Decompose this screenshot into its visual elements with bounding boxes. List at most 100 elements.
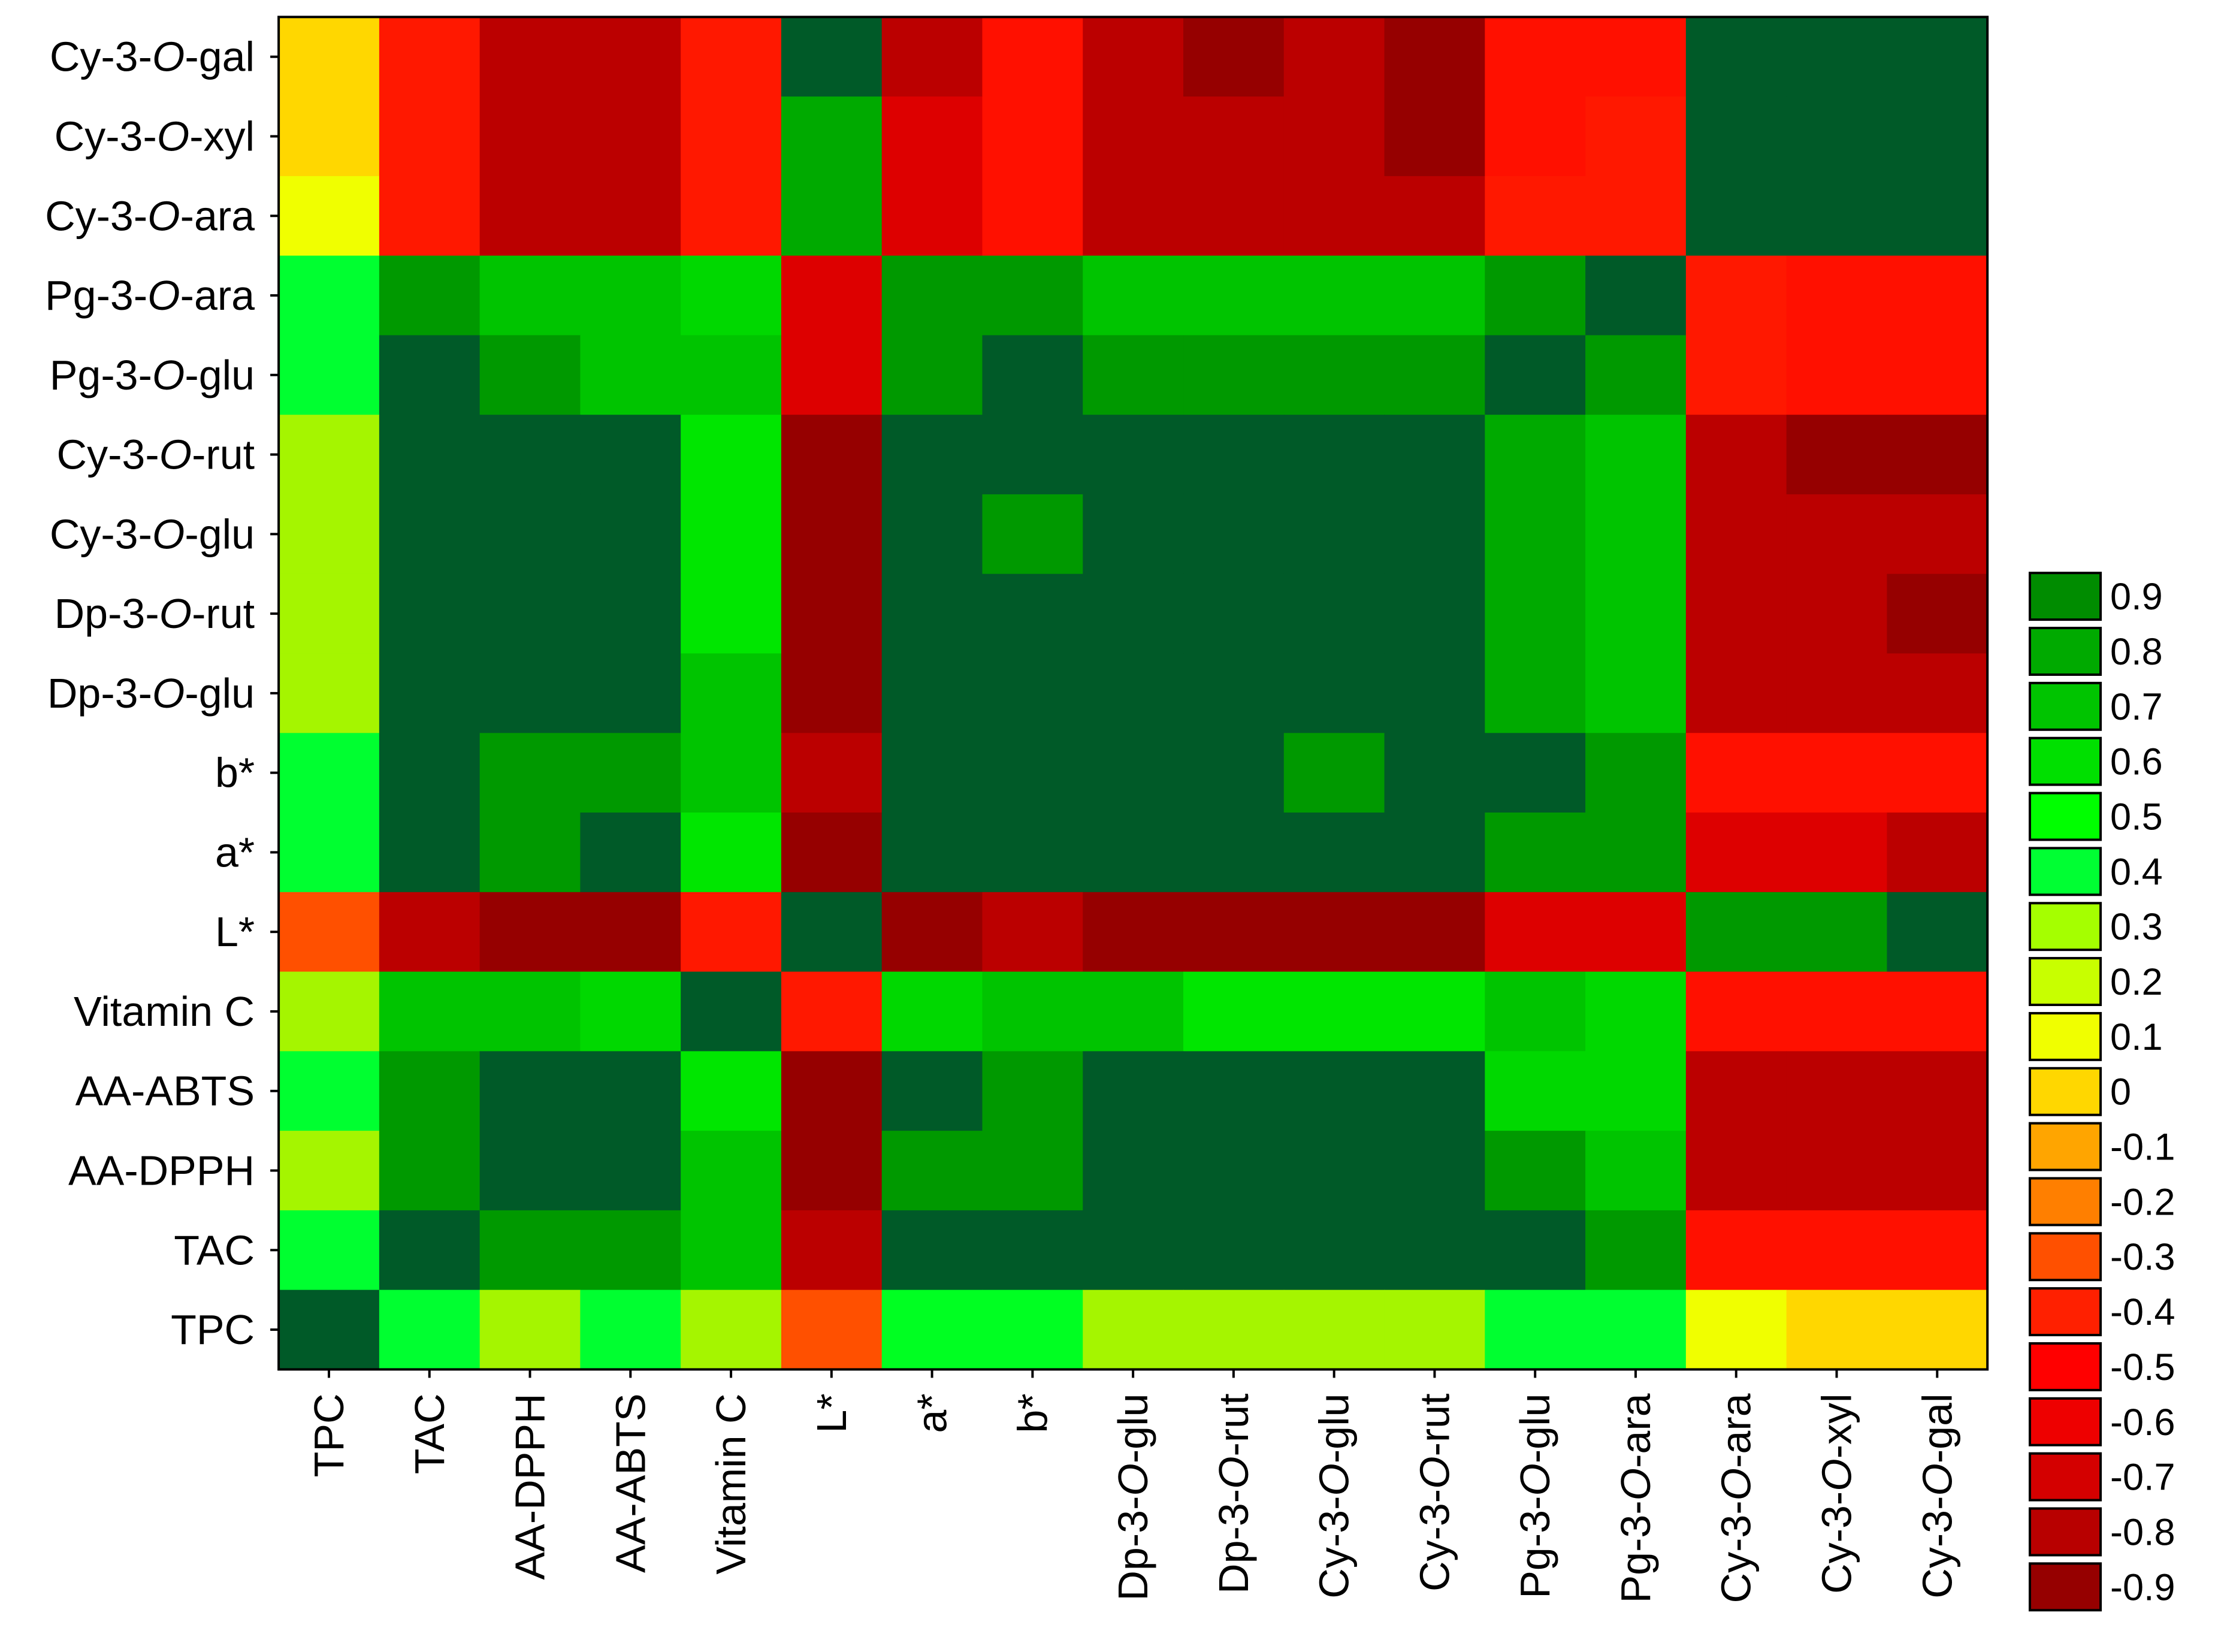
heatmap-cell [279,733,380,813]
legend-label: 0.5 [2110,796,2163,838]
heatmap-cell [1283,892,1385,973]
legend-swatch [2028,1287,2102,1337]
heatmap-cell [279,1051,380,1131]
heatmap-cell [379,1051,481,1131]
heatmap-cell [1183,96,1285,177]
x-tick-label: Cy-3-O-gal [1914,1393,1960,1598]
legend-swatch [2028,572,2102,621]
x-tick-label: Vitamin C [708,1393,754,1574]
heatmap-cell [279,255,380,336]
heatmap-cell [1283,17,1385,97]
heatmap-cell [1384,1051,1485,1131]
heatmap-cell [1485,494,1586,575]
y-tick-label: Dp-3-O-rut [55,590,255,637]
heatmap-cell [1585,892,1687,973]
heatmap-cell [1685,1051,1787,1131]
heatmap-cell [1183,494,1285,575]
heatmap-cell [681,176,782,256]
heatmap-cell [681,1131,782,1211]
heatmap-cell [982,892,1083,973]
heatmap-cell [1485,1051,1586,1131]
heatmap-cell [881,17,983,97]
heatmap-cell [279,335,380,415]
heatmap-cell [1083,494,1184,575]
heatmap-cell [580,1131,681,1211]
heatmap-cell [1485,653,1586,733]
heatmap-cell [1183,653,1285,733]
x-tick-label: b* [1009,1393,1056,1433]
heatmap-cell [781,733,883,813]
x-tick-label: Pg-3-O-ara [1612,1393,1659,1603]
heatmap-cell [781,415,883,495]
heatmap-cell [1887,971,1988,1052]
heatmap-cell [1887,1131,1988,1211]
heatmap-cell [1384,415,1485,495]
heatmap-cell [1384,971,1485,1052]
heatmap-cell [681,494,782,575]
legend-label: -0.7 [2110,1457,2175,1499]
heatmap-cell [580,17,681,97]
heatmap-cell [982,1289,1083,1370]
heatmap-cell [982,733,1083,813]
y-tick-label: TPC [171,1306,255,1353]
heatmap-cell [781,96,883,177]
heatmap-cell [580,892,681,973]
heatmap-cell [1485,415,1586,495]
heatmap-cell [681,733,782,813]
heatmap-cell [279,1131,380,1211]
heatmap-cell [580,255,681,336]
heatmap-cells [279,17,1988,1370]
heatmap-cell [1183,971,1285,1052]
heatmap-cell [1384,1131,1485,1211]
heatmap-cell [1183,1131,1285,1211]
heatmap-cell [1183,733,1285,813]
heatmap-cell [1585,494,1687,575]
heatmap-cell [580,573,681,654]
heatmap-cell [982,573,1083,654]
heatmap-cell [781,255,883,336]
heatmap-cell [1786,892,1887,973]
heatmap-cell [1384,1210,1485,1291]
heatmap-cell [781,1210,883,1291]
heatmap-cell [982,176,1083,256]
x-tick-label: a* [909,1393,956,1433]
heatmap-cell [781,176,883,256]
heatmap-cell [279,653,380,733]
heatmap-cell [1283,653,1385,733]
heatmap-cell [1585,653,1687,733]
heatmap-cell [1585,17,1687,97]
heatmap-cell [1887,96,1988,177]
heatmap-cell [781,813,883,893]
heatmap-cell [379,335,481,415]
heatmap-cell [1685,176,1787,256]
heatmap-cell [1183,415,1285,495]
x-tick-label: Cy-3-O-glu [1311,1393,1358,1598]
heatmap-cell [1887,494,1988,575]
heatmap-cell [580,1289,681,1370]
heatmap-cell [1183,1051,1285,1131]
heatmap-cell [1786,335,1887,415]
heatmap-cell [279,96,380,177]
heatmap-cell [279,573,380,654]
heatmap-cell [1283,96,1385,177]
heatmap-cell [1485,733,1586,813]
heatmap-cell [279,813,380,893]
heatmap-cell [279,1289,380,1370]
heatmap-cell [1585,96,1687,177]
heatmap-cell [881,573,983,654]
heatmap-cell [1384,1289,1485,1370]
heatmap-cell [1786,1131,1887,1211]
heatmap-cell [1384,255,1485,336]
heatmap-cell [982,494,1083,575]
heatmap-cell [1786,653,1887,733]
heatmap-cell [1887,813,1988,893]
heatmap-cell [479,1131,581,1211]
heatmap-cell [881,335,983,415]
x-tick-label: Cy-3-O-rut [1411,1393,1458,1591]
heatmap-cell [1585,1210,1687,1291]
heatmap-cell [379,176,481,256]
heatmap-cell [379,1289,481,1370]
legend-swatch [2028,902,2102,952]
heatmap-cell [279,415,380,495]
heatmap-cell [1083,1051,1184,1131]
